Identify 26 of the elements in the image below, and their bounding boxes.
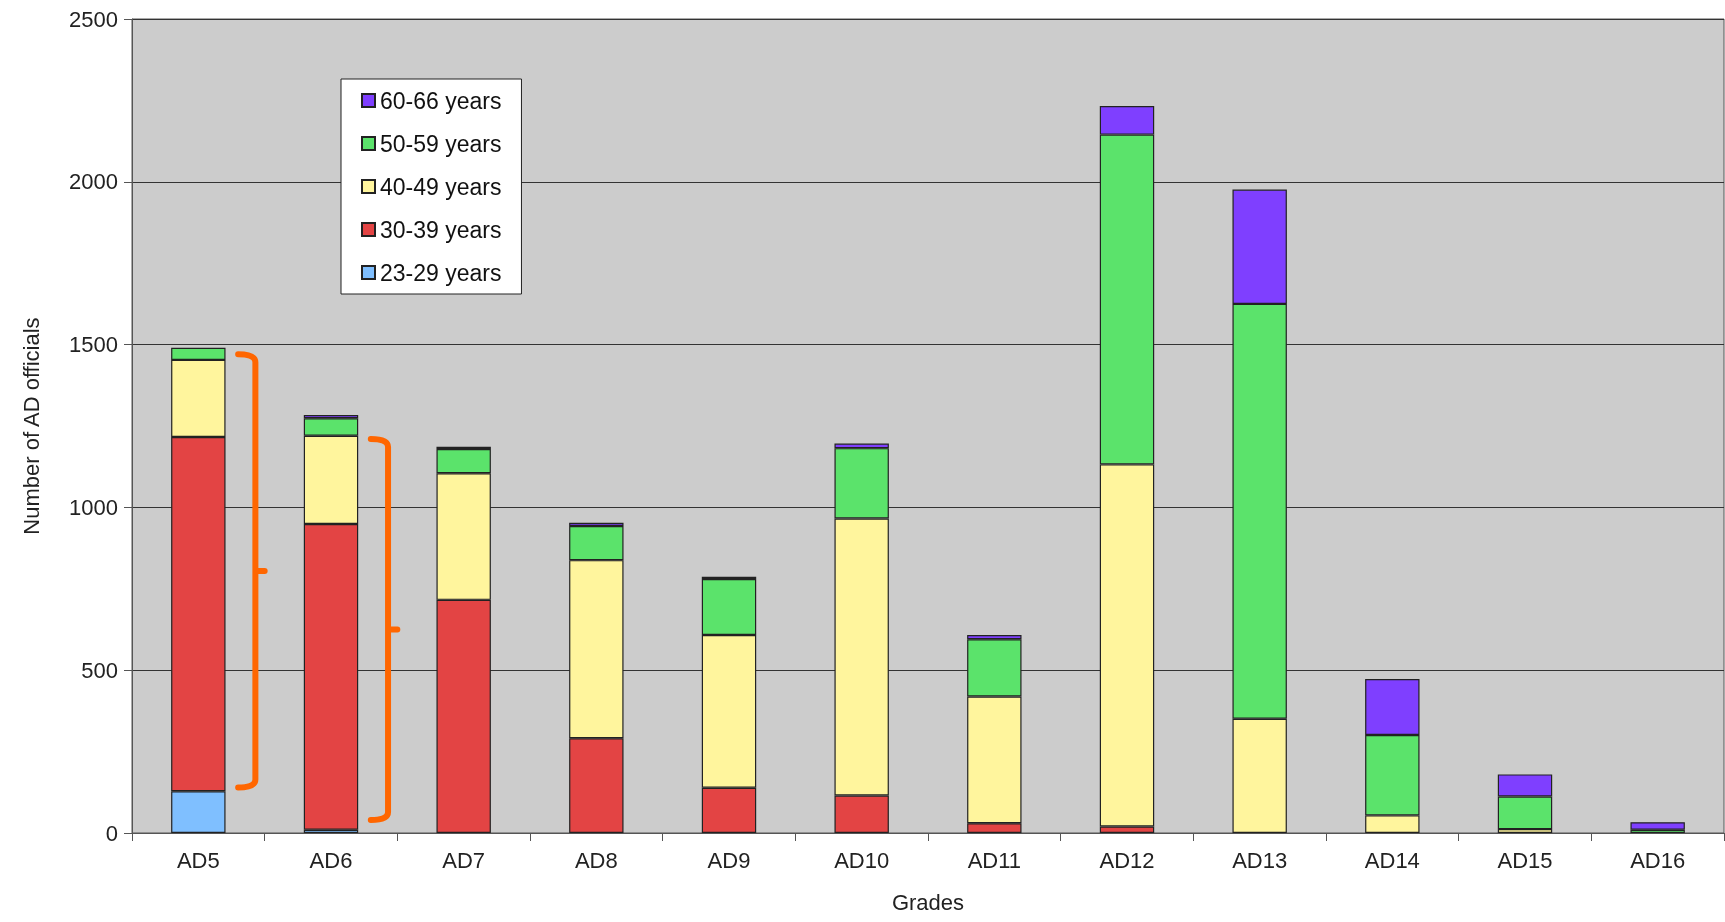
y-tick-label: 1500 (69, 332, 118, 358)
x-tick-label: AD6 (309, 847, 353, 873)
x-axis-title: Grades (891, 889, 965, 915)
x-tick-label: AD10 (834, 847, 890, 873)
legend-label: 40-49 years (380, 173, 502, 200)
x-tick-label: AD14 (1364, 847, 1420, 873)
y-tick-label: 0 (105, 820, 118, 846)
legend-label: 50-59 years (380, 130, 502, 157)
legend-label: 30-39 years (380, 216, 502, 243)
x-tick-label: AD11 (967, 847, 1022, 873)
x-tick-label: AD8 (574, 847, 618, 873)
x-tick-label: AD7 (442, 847, 486, 873)
x-tick-label: AD13 (1232, 847, 1288, 873)
x-tick-label: AD12 (1099, 847, 1155, 873)
y-tick-label: 2500 (69, 6, 118, 32)
y-axis-title: Number of AD officials (18, 317, 44, 535)
y-tick-label: 500 (81, 657, 118, 683)
bar (1630, 822, 1685, 830)
y-tick-label: 2000 (69, 169, 118, 195)
y-tick-label: 1000 (69, 494, 118, 520)
legend-label: 23-29 years (380, 259, 502, 286)
x-tick-label: AD15 (1497, 847, 1553, 873)
x-tick-label: AD5 (176, 847, 220, 873)
legend-label: 60-66 years (380, 87, 502, 114)
x-tick-label: AD9 (707, 847, 751, 873)
x-tick-label: AD16 (1630, 847, 1686, 873)
